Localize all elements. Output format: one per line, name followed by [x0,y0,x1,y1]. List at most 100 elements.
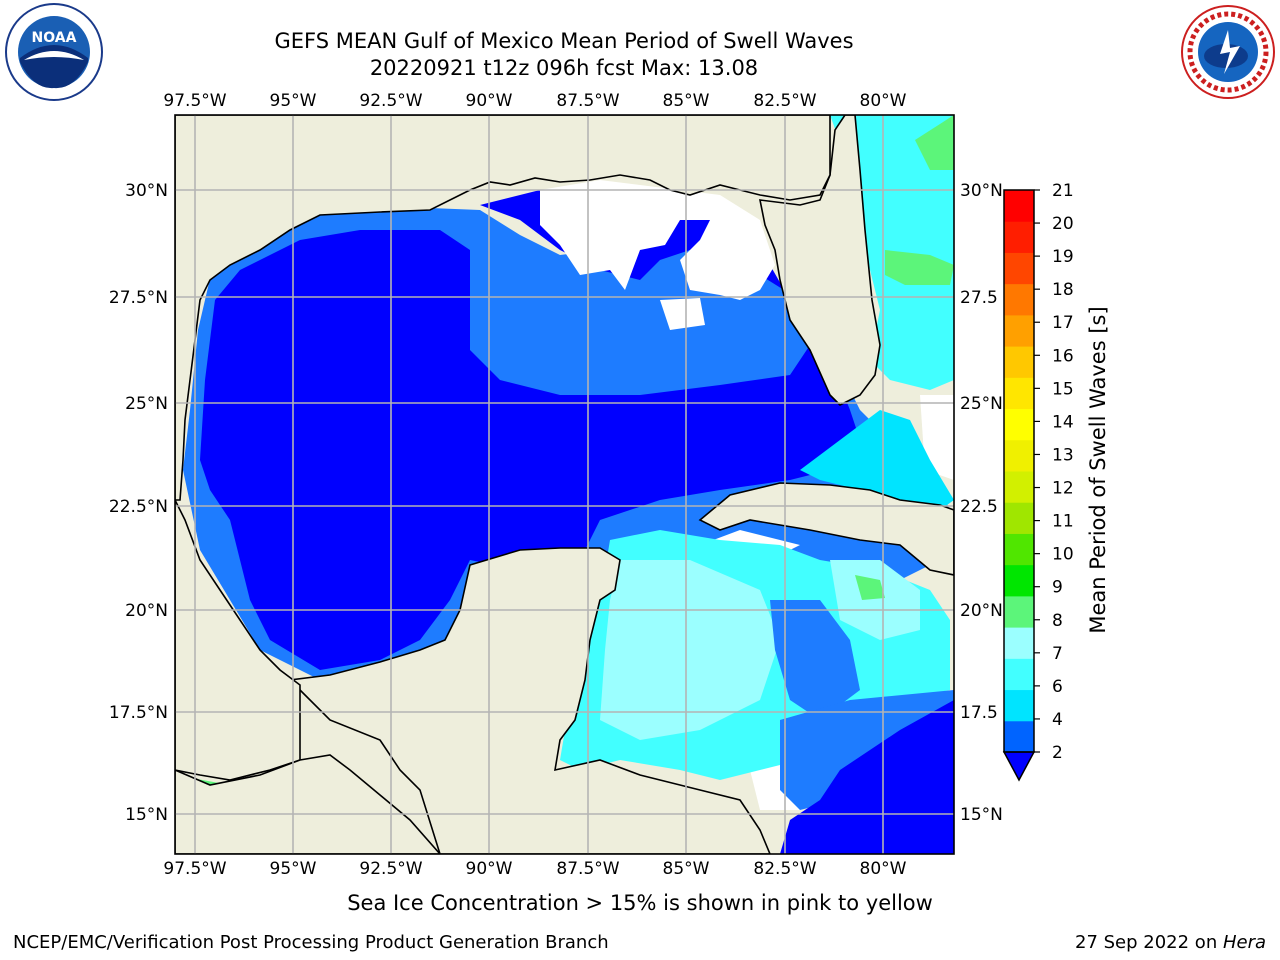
colorbar-swatch [1004,658,1034,691]
no-data-region [540,180,775,300]
lat-label-right: 20°N [960,601,1003,621]
swell-region-dark [200,190,860,670]
lat-label-left: 30°N [125,181,168,201]
chart-subtitle: 20220921 t12z 096h fcst Max: 13.08 [369,56,759,80]
svg-text:NOAA: NOAA [32,30,77,46]
lat-label-left: 25°N [125,394,168,414]
colorbar-tick-label: 2 [1052,743,1063,763]
lat-label-right: 22.5 [960,497,998,517]
lat-label-right: 17.5 [960,703,998,723]
colorbar-tick-label: 19 [1052,247,1074,267]
lon-label-bottom: 92.5°W [359,859,422,879]
lon-label-bottom: 82.5°W [753,859,816,879]
colorbar-tick-label: 9 [1052,578,1063,598]
colorbar-tick-label: 21 [1052,181,1074,201]
lat-label-left: 20°N [125,601,168,621]
colorbar-tick-label: 8 [1052,611,1063,631]
colorbar-tick-label: 7 [1052,644,1063,664]
lon-label-top: 92.5°W [359,91,422,111]
lat-label-left: 27.5°N [109,288,168,308]
lat-label-left: 22.5°N [109,497,168,517]
colorbar-swatch [1004,314,1034,347]
colorbar-tick-label: 14 [1052,412,1074,432]
colorbar-tick-label: 12 [1052,479,1074,499]
colorbar-label: Mean Period of Swell Waves [s] [1086,306,1110,633]
no-data-patch [660,298,705,330]
lon-label-bottom: 80°W [860,859,907,879]
colorbar-swatch [1004,564,1034,597]
us-coast-land [175,115,831,501]
lon-label-bottom: 95°W [270,859,317,879]
footer-date-text: 27 Sep 2022 on [1075,932,1223,953]
colorbar-tick-label: 4 [1052,710,1063,730]
colorbar-swatch [1004,502,1034,534]
swell-region-cyan-strait [800,410,954,510]
mexico-west-land [175,499,301,781]
colorbar-swatch [1004,471,1034,503]
colorbar-swatch [1004,283,1034,316]
lon-label-bottom: 85°W [663,859,710,879]
colorbar-tick-label: 16 [1052,346,1074,366]
colorbar-swatch [1004,533,1034,566]
lon-label-bottom: 97.5°W [163,859,226,879]
chart-title: GEFS MEAN Gulf of Mexico Mean Period of … [274,29,854,53]
footer-host: Hera [1222,932,1266,953]
colorbar-tick-label: 17 [1052,313,1074,333]
colorbar-swatch [1004,439,1034,472]
swell-region-lightcyan [830,560,920,640]
colorbar-extend-arrow [1002,751,1036,782]
lon-label-top: 80°W [860,91,907,111]
noaa-logo: NOAA [5,3,103,101]
lon-label-top: 97.5°W [163,91,226,111]
swell-region-green [885,250,954,285]
lat-label-right: 27.5 [960,288,998,308]
colorbar-tick-label: 6 [1052,677,1063,697]
colorbar-swatch [1004,377,1034,410]
national-weather-service-logo [1181,5,1275,99]
colorbar-swatch [1004,720,1034,753]
colorbar: 2 4 6 7 8 9 10 11 12 13 14 15 16 17 18 19 20 21 [1002,181,1074,782]
lon-label-top: 87.5°W [556,91,619,111]
lat-label-right: 30°N [960,181,1003,201]
lon-label-top: 85°W [663,91,710,111]
colorbar-swatch [1004,221,1034,253]
graticule [175,115,954,854]
swell-region-dark-se [780,700,954,854]
colorbar-swatch [1004,408,1034,441]
lat-label-right: 15°N [960,805,1003,825]
colorbar-swatch [1004,627,1034,659]
lon-label-bottom: 87.5°W [556,859,619,879]
colorbar-tick-label: 10 [1052,545,1074,565]
lon-label-top: 82.5°W [753,91,816,111]
colorbar-tick-label: 11 [1052,512,1074,532]
lon-label-bottom: 90°W [466,859,513,879]
swell-region-mid-carib [770,600,860,720]
footer-credit: NCEP/EMC/Verification Post Processing Pr… [13,932,609,953]
colorbar-frame [1003,189,1035,753]
lat-label-right: 25°N [960,394,1003,414]
colorbar-tick-label: 20 [1052,214,1074,234]
swell-region-mid-carib [780,690,954,810]
map-frame [174,114,955,855]
florida-land [758,115,881,406]
map-area [175,115,954,854]
colorbar-swatch [1004,689,1034,722]
colorbar-swatch [1004,252,1034,285]
lon-label-top: 95°W [270,91,317,111]
colorbar-swatch [1004,190,1034,222]
yucatan-land [288,547,771,854]
swell-region-lightcyan [600,560,780,740]
footer-date: 27 Sep 2022 on Hera [1075,932,1266,953]
sea-ice-note: Sea Ice Concentration > 15% is shown in … [347,891,933,915]
colorbar-tick-label: 13 [1052,445,1074,465]
colorbar-swatch [1004,346,1034,378]
colorbar-tick-label: 18 [1052,280,1074,300]
lat-label-left: 17.5°N [109,703,168,723]
swell-region-green [915,115,954,170]
lat-label-left: 15°N [125,805,168,825]
central-america-land [175,754,442,854]
lon-label-top: 90°W [466,91,513,111]
colorbar-swatch [1004,595,1034,628]
colorbar-tick-label: 15 [1052,379,1074,399]
